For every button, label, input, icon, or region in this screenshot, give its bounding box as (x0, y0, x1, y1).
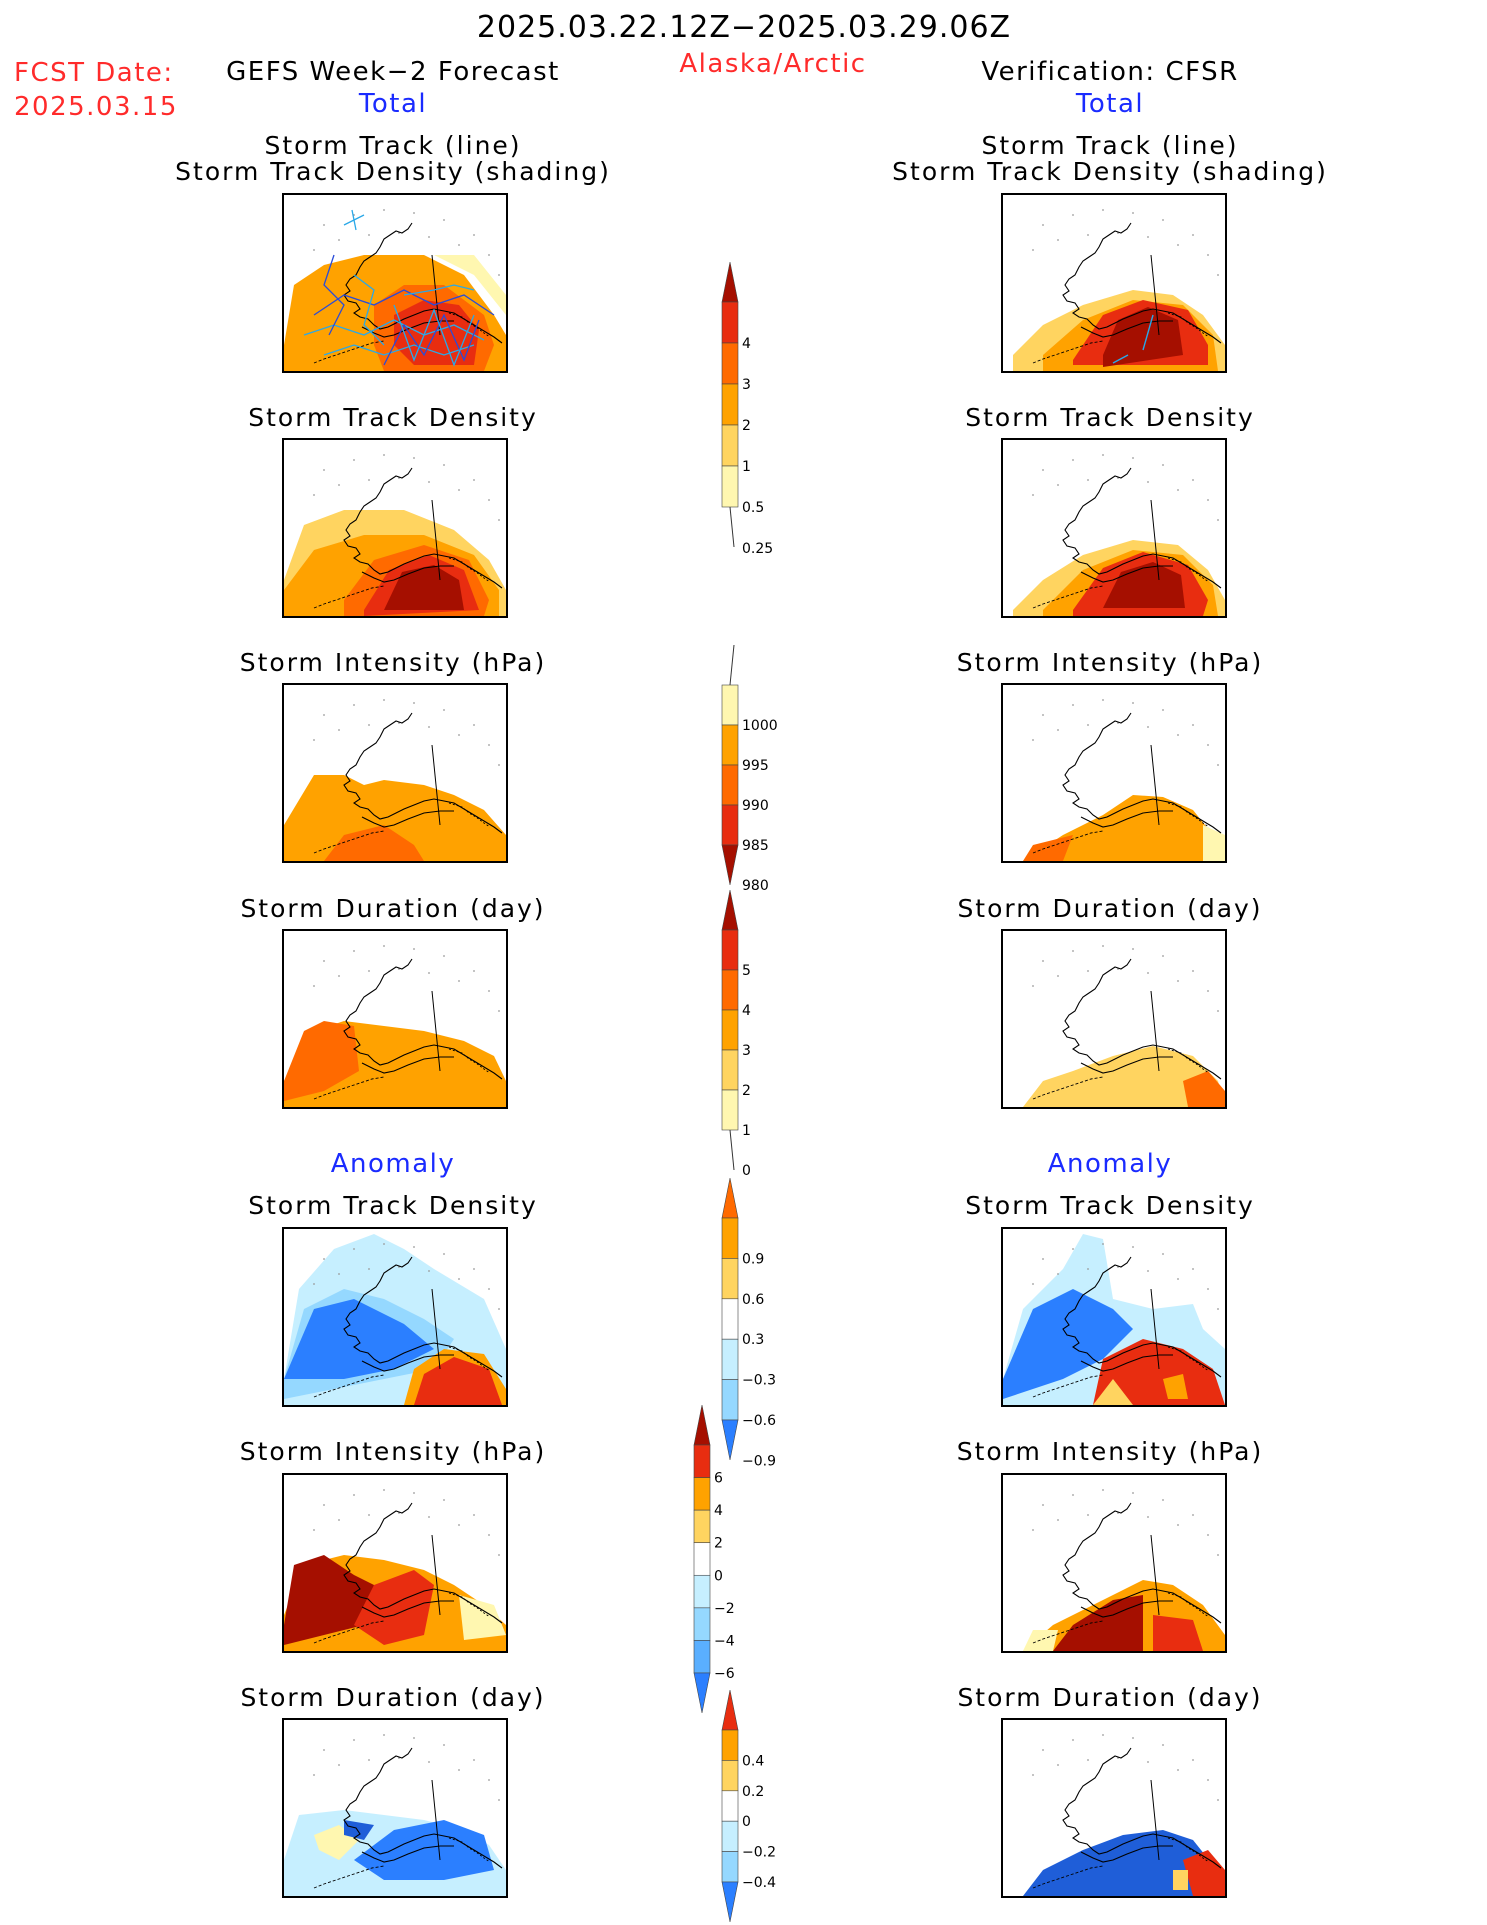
colorbar-tick-label: 995 (742, 758, 769, 774)
colorbar-tick-label: −0.9 (742, 1453, 776, 1469)
colorbar-tick-label: 985 (742, 838, 769, 854)
colorbar-tick-label: 1 (742, 1123, 751, 1139)
map-left-density-anomaly (282, 1227, 508, 1407)
colorbar-tick-label: 0.2 (742, 1784, 764, 1800)
colorbar-tick-label: 3 (742, 1043, 751, 1059)
colorbar-density-total: 4 3 2 1 0.5 0.25 (721, 261, 832, 557)
colorbar-tick-label: 3 (742, 377, 751, 393)
left-anom-duration-title: Storm Duration (day) (240, 1683, 546, 1712)
left-anom-density-title: Storm Track Density (248, 1191, 538, 1220)
colorbar-intensity-anomaly: 6 4 2 0 −2 −4 −6 (693, 1404, 804, 1714)
map-left-duration-total (282, 929, 508, 1109)
map-right-duration-total (1001, 929, 1227, 1109)
right-track-shading-title: Storm Track Density (shading) (892, 157, 1328, 186)
colorbar-duration-anomaly: 0.4 0.2 0 −0.2 −0.4 (721, 1689, 832, 1923)
map-left-density-total (282, 438, 508, 618)
right-anomaly-label: Anomaly (1047, 1149, 1173, 1179)
left-column-title: GEFS Week−2 Forecast (226, 57, 560, 87)
left-track-line-title: Storm Track (line) (264, 131, 522, 160)
map-right-duration-anomaly (1001, 1718, 1227, 1898)
colorbar-tick-label: −0.4 (742, 1875, 776, 1891)
left-density-title: Storm Track Density (248, 403, 538, 432)
right-column-title: Verification: CFSR (981, 57, 1239, 87)
colorbar-tick-label: 4 (742, 1003, 751, 1019)
left-anomaly-label: Anomaly (330, 1149, 456, 1179)
left-intensity-title: Storm Intensity (hPa) (239, 648, 547, 677)
fcst-date-label: FCST Date: (14, 58, 174, 88)
right-intensity-title: Storm Intensity (hPa) (956, 648, 1264, 677)
map-left-intensity-anomaly (282, 1473, 508, 1653)
left-total-label: Total (358, 89, 428, 119)
fcst-date-value: 2025.03.15 (14, 92, 178, 122)
colorbar-tick-label: −4 (714, 1633, 735, 1649)
map-right-intensity-total (1001, 683, 1227, 863)
right-anom-duration-title: Storm Duration (day) (957, 1683, 1263, 1712)
colorbar-tick-label: −2 (714, 1601, 735, 1617)
right-anom-intensity-title: Storm Intensity (hPa) (956, 1437, 1264, 1466)
colorbar-tick-label: 990 (742, 798, 769, 814)
colorbar-tick-label: −0.6 (742, 1413, 776, 1429)
right-duration-title: Storm Duration (day) (957, 894, 1263, 923)
map-left-track-total (282, 193, 508, 373)
colorbar-density-anomaly: 0.9 0.6 0.3 −0.3 −0.6 −0.9 (721, 1177, 832, 1469)
colorbar-tick-label: 0.9 (742, 1251, 764, 1267)
colorbar-tick-label: −0.3 (742, 1373, 776, 1389)
right-density-title: Storm Track Density (965, 403, 1255, 432)
colorbar-tick-label: 2 (742, 1083, 751, 1099)
colorbar-tick-label: 0.6 (742, 1292, 764, 1308)
colorbar-tick-label: −0.2 (742, 1845, 776, 1861)
colorbar-tick-label: 1 (742, 459, 751, 475)
map-left-duration-anomaly (282, 1718, 508, 1898)
right-track-line-title: Storm Track (line) (981, 131, 1239, 160)
colorbar-tick-label: 0.3 (742, 1332, 764, 1348)
date-range-title: 2025.03.22.12Z−2025.03.29.06Z (476, 10, 1012, 45)
colorbar-tick-label: 2 (714, 1536, 723, 1552)
colorbar-tick-label: 0 (742, 1163, 751, 1179)
right-total-label: Total (1075, 89, 1145, 119)
left-track-shading-title: Storm Track Density (shading) (175, 157, 611, 186)
colorbar-tick-label: −6 (714, 1666, 735, 1682)
region-title: Alaska/Arctic (679, 49, 867, 79)
colorbar-intensity-total: 1000 995 990 985 980 (721, 644, 832, 894)
colorbar-tick-label: 4 (714, 1503, 723, 1519)
colorbar-duration-total: 5 4 3 2 1 0 (721, 889, 832, 1179)
left-anom-intensity-title: Storm Intensity (hPa) (239, 1437, 547, 1466)
colorbar-tick-label: 0.25 (742, 541, 773, 557)
map-right-density-anomaly (1001, 1227, 1227, 1407)
colorbar-tick-label: 4 (742, 336, 751, 352)
colorbar-tick-label: 0 (714, 1568, 723, 1584)
colorbar-tick-label: 0 (742, 1814, 751, 1830)
colorbar-tick-label: 2 (742, 418, 751, 434)
colorbar-tick-label: 0.4 (742, 1753, 764, 1769)
map-right-density-total (1001, 438, 1227, 618)
colorbar-tick-label: 6 (714, 1471, 723, 1487)
colorbar-tick-label: 1000 (742, 718, 778, 734)
colorbar-tick-label: 5 (742, 963, 751, 979)
colorbar-tick-label: 0.5 (742, 500, 764, 516)
map-right-intensity-anomaly (1001, 1473, 1227, 1653)
map-right-track-total (1001, 193, 1227, 373)
colorbar-tick-label: 980 (742, 878, 769, 894)
right-anom-density-title: Storm Track Density (965, 1191, 1255, 1220)
left-duration-title: Storm Duration (day) (240, 894, 546, 923)
map-left-intensity-total (282, 683, 508, 863)
